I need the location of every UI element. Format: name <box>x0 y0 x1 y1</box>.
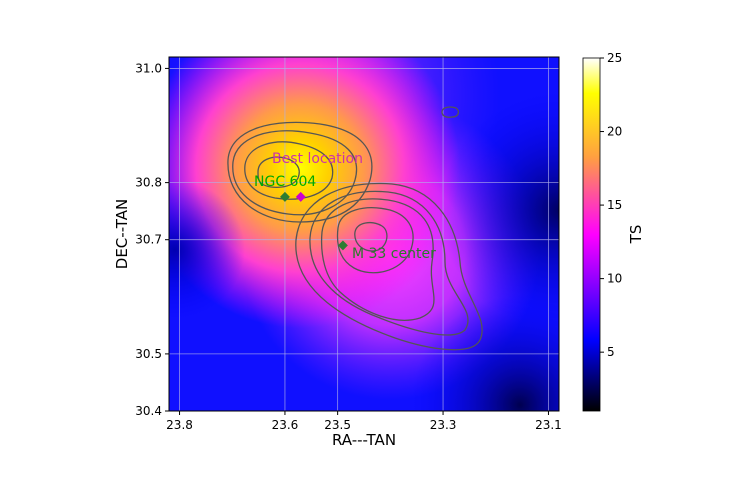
m33-center-marker <box>337 240 348 251</box>
x-tick-group: 23.8 23.6 23.5 23.3 23.1 <box>166 411 562 432</box>
y-axis: 30.4 30.5 30.7 30.8 31.0 DEC--TAN <box>113 61 169 418</box>
colorbar-tick-label: 25 <box>607 51 622 65</box>
best-location-marker <box>295 191 306 202</box>
y-tick-label: 30.8 <box>135 176 162 190</box>
x-axis: 23.8 23.6 23.5 23.3 23.1 RA---TAN <box>166 411 562 449</box>
x-tick-label: 23.6 <box>272 418 299 432</box>
colorbar-tick-label: 10 <box>607 272 622 286</box>
contour-m33-3 <box>320 198 435 321</box>
contours <box>227 106 483 351</box>
colorbar: 5 10 15 20 25 TS <box>582 51 645 412</box>
x-axis-title: RA---TAN <box>332 431 396 449</box>
ngc604-label: NGC 604 <box>254 174 316 190</box>
colorbar-tick-label: 5 <box>607 345 615 359</box>
y-axis-title: DEC--TAN <box>113 199 131 269</box>
colorbar-tick-label: 15 <box>607 198 622 212</box>
x-tick-label: 23.5 <box>324 418 351 432</box>
ngc604-marker <box>279 191 290 202</box>
heatmap <box>169 57 559 411</box>
contour-small <box>441 106 459 118</box>
marker-labels: Best location NGC 604 M 33 center <box>254 151 436 262</box>
contour-m33-4 <box>309 190 469 336</box>
y-tick-label: 30.5 <box>135 347 162 361</box>
x-tick-label: 23.8 <box>166 418 193 432</box>
y-tick-group: 30.4 30.5 30.7 30.8 31.0 <box>135 61 169 418</box>
contour-m33-1 <box>354 221 388 252</box>
y-tick-label: 30.7 <box>135 233 162 247</box>
contour-ngc604-2 <box>244 141 334 200</box>
colorbar-tick-label: 20 <box>607 125 622 139</box>
x-tick-label: 23.1 <box>535 418 562 432</box>
contour-ngc604-4 <box>227 121 373 223</box>
best-location-label: Best location <box>272 151 363 167</box>
colorbar-gradient <box>582 57 601 412</box>
contour-ngc604-1 <box>257 156 300 189</box>
x-tick-label: 23.3 <box>430 418 457 432</box>
colorbar-tick-group: 5 10 15 20 25 <box>600 51 622 359</box>
y-tick-label: 31.0 <box>135 61 162 75</box>
m33-center-label: M 33 center <box>352 246 436 262</box>
markers <box>279 191 348 251</box>
contour-m33-2 <box>336 207 414 274</box>
plot-frame <box>168 56 560 412</box>
y-tick-label: 30.4 <box>135 404 162 418</box>
contour-ngc604-3 <box>232 130 358 216</box>
contour-m33-5 <box>295 182 483 351</box>
colorbar-title: TS <box>627 225 645 245</box>
